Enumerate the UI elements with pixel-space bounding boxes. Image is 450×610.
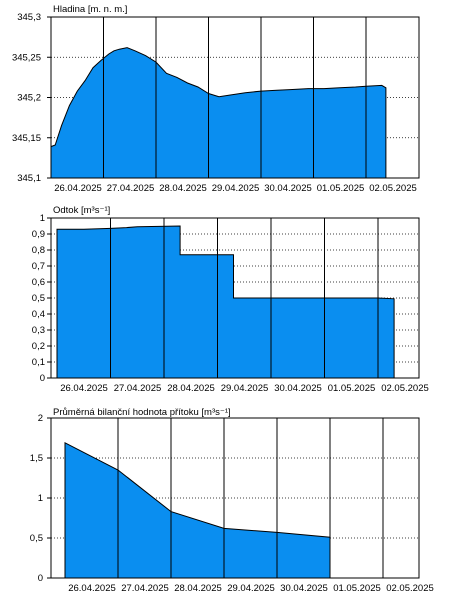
x-tick-label: 30.04.2025 — [274, 383, 322, 394]
y-tick-label: 0,7 — [32, 261, 45, 272]
chart-odtok: Odtok [m³s⁻¹] 1 0,9 0,8 0,7 0,6 0,5 0,4 0,3 0,2 0… — [32, 205, 429, 394]
x-tick-label: 01.05.2025 — [328, 383, 376, 394]
data-area — [50, 47, 387, 179]
x-tick-label: 30.04.2025 — [280, 583, 328, 594]
y-tick-label: 0 — [40, 373, 45, 384]
y-tick-label: 0,1 — [32, 357, 45, 368]
y-tick-label: 345,2 — [17, 93, 41, 104]
chart-pritok: Průměrná bilanční hodnota přítoku [m³s⁻¹… — [30, 407, 434, 594]
chart-title: Hladina [m. n. m.] — [53, 4, 127, 15]
y-tick-label: 0,5 — [32, 293, 45, 304]
chart-hladina: Hladina [m. n. m.] 345,3 345,25 345,2 345,1… — [12, 4, 420, 194]
y-tick-label: 0,9 — [32, 229, 45, 240]
y-tick-label: 345,15 — [12, 133, 41, 144]
x-tick-label: 29.04.2025 — [227, 583, 275, 594]
y-tick-label: 0,3 — [32, 325, 45, 336]
x-tick-label: 26.04.2025 — [68, 583, 116, 594]
y-tick-label: 0 — [38, 573, 43, 584]
x-tick-label: 27.04.2025 — [114, 383, 162, 394]
x-tick-label: 29.04.2025 — [221, 383, 269, 394]
y-tick-label: 2 — [38, 413, 43, 424]
chart-title: Odtok [m³s⁻¹] — [53, 205, 110, 216]
x-tick-label: 02.05.2025 — [386, 583, 434, 594]
x-tick-label: 28.04.2025 — [174, 583, 222, 594]
x-tick-label: 26.04.2025 — [54, 183, 102, 194]
x-tick-label: 26.04.2025 — [60, 383, 108, 394]
y-tick-label: 1 — [38, 493, 43, 504]
x-tick-label: 01.05.2025 — [317, 183, 365, 194]
y-tick-label: 345,3 — [17, 12, 41, 23]
data-area — [56, 225, 395, 379]
x-tick-label: 30.04.2025 — [264, 183, 312, 194]
x-tick-label: 28.04.2025 — [159, 183, 207, 194]
data-area — [64, 441, 331, 579]
x-tick-label: 27.04.2025 — [107, 183, 155, 194]
x-tick-label: 28.04.2025 — [167, 383, 215, 394]
y-tick-label: 1 — [40, 213, 45, 224]
y-tick-label: 345,1 — [17, 173, 41, 184]
x-tick-label: 27.04.2025 — [121, 583, 169, 594]
y-tick-label: 0,5 — [30, 533, 43, 544]
y-tick-label: 345,25 — [12, 52, 41, 63]
x-tick-label: 01.05.2025 — [333, 583, 381, 594]
x-tick-label: 29.04.2025 — [212, 183, 260, 194]
y-tick-label: 1,5 — [30, 453, 43, 464]
y-tick-label: 0,4 — [32, 309, 45, 320]
x-tick-label: 02.05.2025 — [369, 183, 417, 194]
x-tick-label: 02.05.2025 — [381, 383, 429, 394]
y-tick-label: 0,6 — [32, 277, 45, 288]
chart-title: Průměrná bilanční hodnota přítoku [m³s⁻¹… — [53, 407, 231, 418]
y-tick-label: 0,2 — [32, 341, 45, 352]
y-tick-label: 0,8 — [32, 245, 45, 256]
